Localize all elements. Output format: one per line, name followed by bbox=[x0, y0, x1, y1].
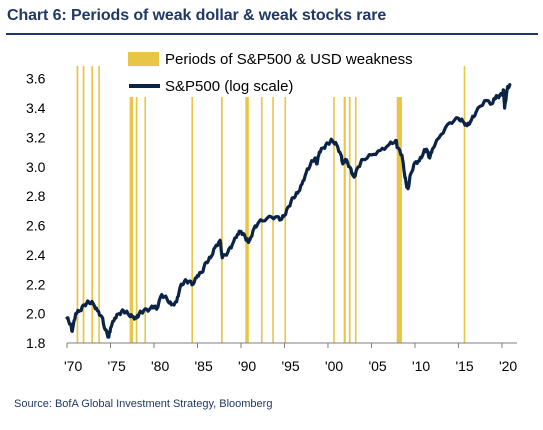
weakness-band-14 bbox=[343, 66, 346, 343]
series-line-sp500 bbox=[65, 83, 512, 339]
legend-label-bands: Periods of S&P500 & USD weakness bbox=[165, 51, 413, 68]
weakness-band-7 bbox=[191, 66, 193, 343]
y-tick-label: 2.8 bbox=[26, 188, 46, 204]
weakness-bands bbox=[76, 66, 466, 343]
weakness-band-15 bbox=[348, 66, 351, 343]
weakness-band-17 bbox=[396, 66, 402, 343]
x-tick-label: '05 bbox=[368, 358, 386, 374]
series-layer bbox=[65, 83, 512, 339]
x-tick-label: '10 bbox=[412, 358, 430, 374]
y-tick-label: 3.6 bbox=[26, 71, 46, 87]
weakness-band-18 bbox=[463, 66, 466, 343]
weakness-band-11 bbox=[272, 66, 274, 343]
legend: Periods of S&P500 & USD weakness S&P500 … bbox=[128, 43, 413, 97]
x-tick-label: '90 bbox=[238, 358, 256, 374]
legend-swatch-bands bbox=[128, 52, 159, 66]
x-tick-label: '85 bbox=[194, 358, 212, 374]
source-note: Source: BofA Global Investment Strategy,… bbox=[14, 398, 273, 410]
weakness-band-2 bbox=[91, 66, 94, 343]
y-tick-label: 2.0 bbox=[26, 306, 46, 322]
x-tick-label: '95 bbox=[281, 358, 299, 374]
y-tick-label: 2.2 bbox=[26, 276, 46, 292]
y-tick-label: 2.6 bbox=[26, 218, 46, 234]
weakness-band-8 bbox=[220, 66, 223, 343]
axes: '70 '75 '80 '85 '90 '95 '00 '05 '10 '15 '20 1.8 2.0 2… bbox=[26, 71, 517, 374]
title-underline bbox=[6, 33, 538, 35]
legend-label-line: S&P500 (log scale) bbox=[165, 78, 293, 95]
legend-box bbox=[128, 43, 404, 97]
weakness-band-12 bbox=[284, 66, 287, 343]
weakness-band-4 bbox=[129, 66, 134, 343]
y-tick-label: 3.4 bbox=[26, 100, 46, 116]
weakness-band-6 bbox=[144, 66, 147, 343]
weakness-band-5 bbox=[135, 66, 138, 343]
x-tick-label: '70 bbox=[64, 358, 82, 374]
x-tick-label: '00 bbox=[325, 358, 343, 374]
chart-title: Chart 6: Periods of weak dollar & weak s… bbox=[7, 7, 387, 24]
weakness-band-9 bbox=[245, 66, 249, 343]
x-tick-label: '80 bbox=[151, 358, 169, 374]
weakness-band-16 bbox=[354, 66, 357, 343]
y-tick-label: 3.2 bbox=[26, 129, 46, 145]
weakness-band-3 bbox=[98, 66, 100, 343]
y-tick-label: 3.0 bbox=[26, 159, 46, 175]
x-tick-label: '15 bbox=[455, 358, 473, 374]
weakness-band-10 bbox=[260, 66, 263, 343]
x-tick-label: '75 bbox=[107, 358, 125, 374]
weakness-band-13 bbox=[333, 66, 335, 343]
y-tick-label: 2.4 bbox=[26, 247, 46, 263]
y-tick-label: 1.8 bbox=[26, 335, 46, 351]
weakness-band-1 bbox=[82, 66, 85, 343]
x-tick-label: '20 bbox=[499, 358, 517, 374]
weakness-band-0 bbox=[76, 66, 79, 343]
